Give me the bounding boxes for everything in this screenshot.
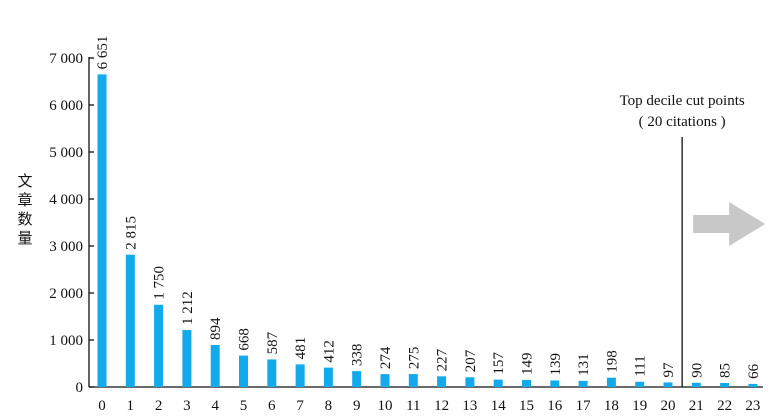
bar-value-label: 97 [661, 362, 677, 378]
x-tick-label: 23 [745, 398, 760, 414]
bar [239, 355, 248, 387]
bar [522, 379, 531, 387]
bar [210, 344, 220, 387]
bar-value-label: 2 815 [123, 216, 139, 250]
bar-value-label: 139 [548, 353, 564, 376]
annotation-line-1: Top decile cut points [620, 93, 745, 109]
x-tick-label: 7 [296, 398, 304, 414]
y-axis: 0 1 000 2 000 3 000 4 000 5 000 6 000 7 000 [49, 51, 94, 396]
x-tick-label: 1 [127, 398, 135, 414]
bar-value-label: 85 [718, 363, 734, 378]
cut-point-annotation: Top decile cut points ( 20 citations ) [620, 93, 766, 387]
y-tick-label: 7 000 [49, 51, 83, 67]
bar-value-label: 90 [689, 363, 705, 378]
bar [606, 377, 616, 387]
bars [97, 74, 758, 387]
x-tick-label: 15 [519, 398, 534, 414]
x-tick-label: 4 [211, 398, 219, 414]
y-label-char: 章 [17, 191, 32, 209]
value-labels: 6 651 2 815 1 750 1 212 894 668 587 481 412 338 27… [95, 36, 762, 379]
bar [550, 380, 560, 387]
x-tick-label: 5 [240, 398, 248, 414]
bar-value-label: 111 [633, 355, 649, 376]
y-label-char: 量 [17, 229, 32, 247]
x-tick-label: 9 [353, 398, 361, 414]
x-axis: 0 1 2 3 4 5 6 7 8 9 10 11 12 13 14 15 16 17 18 19 20 21 22 23 [89, 386, 763, 414]
bar-value-label: 207 [463, 349, 479, 372]
bar-value-label: 338 [350, 344, 366, 367]
y-tick-label: 6 000 [49, 98, 83, 114]
x-tick-label: 6 [268, 398, 276, 414]
bar-value-label: 6 651 [95, 36, 111, 70]
x-tick-label: 19 [632, 398, 647, 414]
x-tick-label: 18 [604, 398, 619, 414]
bar [154, 304, 164, 387]
bar-value-label: 227 [435, 348, 451, 371]
bar-value-label: 412 [321, 340, 337, 363]
bar-value-label: 131 [576, 353, 592, 376]
bar [578, 380, 588, 387]
bar [352, 371, 362, 387]
y-tick-label: 1 000 [49, 333, 83, 349]
bar [408, 374, 418, 387]
bar [465, 377, 475, 387]
bar [125, 254, 135, 387]
bar [182, 330, 192, 387]
x-tick-label: 21 [689, 398, 704, 414]
bar-value-label: 274 [378, 346, 394, 369]
bar-value-label: 157 [491, 352, 507, 375]
x-tick-label: 22 [717, 398, 732, 414]
bar-value-label: 275 [406, 347, 422, 370]
bar [691, 382, 701, 387]
bar [663, 382, 673, 387]
y-tick-label: 5 000 [49, 145, 83, 161]
x-tick-label: 8 [325, 398, 333, 414]
x-tick-label: 3 [183, 398, 191, 414]
bar [493, 379, 503, 387]
y-tick-label: 0 [76, 380, 84, 396]
x-tick-label: 12 [434, 398, 449, 414]
y-tick-label: 4 000 [49, 192, 83, 208]
bar [267, 359, 277, 387]
bar-value-label: 1 212 [180, 291, 196, 325]
bar [635, 381, 645, 387]
bar [748, 383, 758, 387]
bar [437, 376, 447, 387]
bar [323, 367, 333, 387]
bar-value-label: 66 [746, 363, 762, 379]
bar [97, 74, 107, 387]
bar [720, 383, 730, 387]
x-tick-label: 10 [378, 398, 393, 414]
right-arrow-icon [693, 202, 766, 246]
bar-value-label: 149 [520, 352, 536, 375]
x-tick-label: 16 [547, 398, 563, 414]
bar-value-label: 668 [237, 328, 253, 351]
x-tick-label: 2 [155, 398, 163, 414]
bar-value-label: 198 [604, 350, 620, 373]
bar [380, 374, 390, 387]
y-tick-label: 2 000 [49, 286, 83, 302]
y-label-char: 数 [17, 210, 32, 228]
bar [295, 364, 305, 387]
x-tick-label: 13 [462, 398, 477, 414]
x-tick-label: 11 [406, 398, 420, 414]
bar-value-label: 481 [293, 337, 309, 360]
x-tick-label: 0 [98, 398, 106, 414]
y-label-char: 文 [17, 172, 32, 190]
bar-value-label: 894 [208, 317, 224, 340]
bar-value-label: 587 [265, 331, 281, 354]
x-tick-label: 14 [491, 398, 507, 414]
x-tick-label: 17 [576, 398, 592, 414]
x-tick-label: 20 [661, 398, 676, 414]
y-tick-label: 3 000 [49, 239, 83, 255]
bar-value-label: 1 750 [152, 266, 168, 300]
annotation-line-2: ( 20 citations ) [639, 114, 726, 130]
